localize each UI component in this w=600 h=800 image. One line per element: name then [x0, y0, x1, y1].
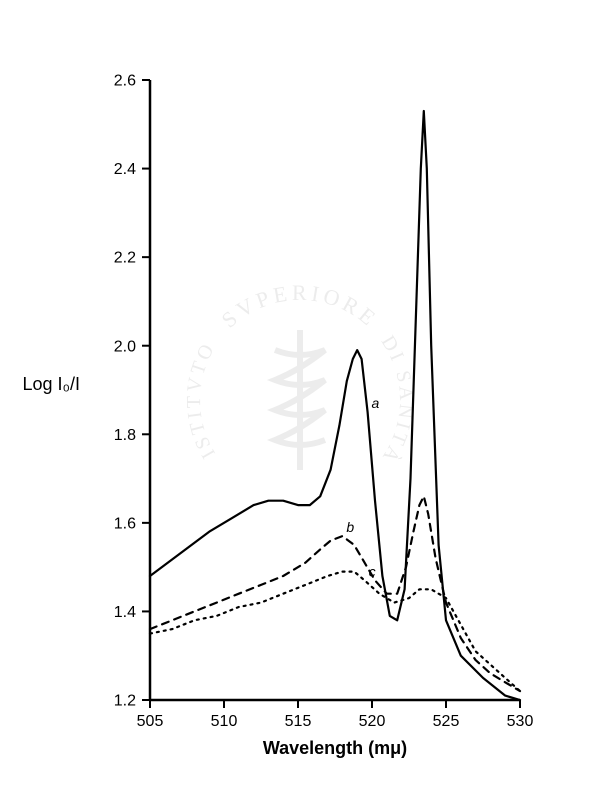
series-c [150, 572, 520, 692]
y-tick-label: 1.8 [114, 427, 136, 444]
series-b [150, 496, 520, 691]
y-tick-label: 1.6 [114, 515, 136, 532]
y-tick-label: 2.6 [114, 73, 136, 90]
x-tick-label: 505 [137, 713, 164, 730]
y-axis-label: Log I₀/I [22, 374, 80, 394]
x-tick-label: 530 [507, 713, 534, 730]
series-label-a: a [372, 395, 380, 411]
page: SVPERIORE ISTITVTO DI SANITÀ 1.21.41.61.… [0, 0, 600, 800]
y-tick-label: 1.2 [114, 693, 136, 710]
x-axis-label: Wavelength (mμ) [263, 738, 407, 758]
y-tick-label: 2.4 [114, 161, 136, 178]
series-label-c: c [369, 563, 376, 579]
x-tick-label: 525 [433, 713, 460, 730]
x-tick-label: 510 [211, 713, 238, 730]
series-a [150, 111, 520, 700]
series-label-b: b [346, 519, 354, 535]
spectrum-chart: 1.2 1.4 1.6 1.8 2.0 2.2 2.4 2.6 505 510 515 520 525 5… [0, 0, 600, 800]
y-tick-label: 1.4 [114, 604, 136, 621]
y-tick-label: 2.0 [114, 338, 136, 355]
y-tick-label: 2.2 [114, 250, 136, 267]
x-tick-label: 515 [285, 713, 312, 730]
x-tick-label: 520 [359, 713, 386, 730]
